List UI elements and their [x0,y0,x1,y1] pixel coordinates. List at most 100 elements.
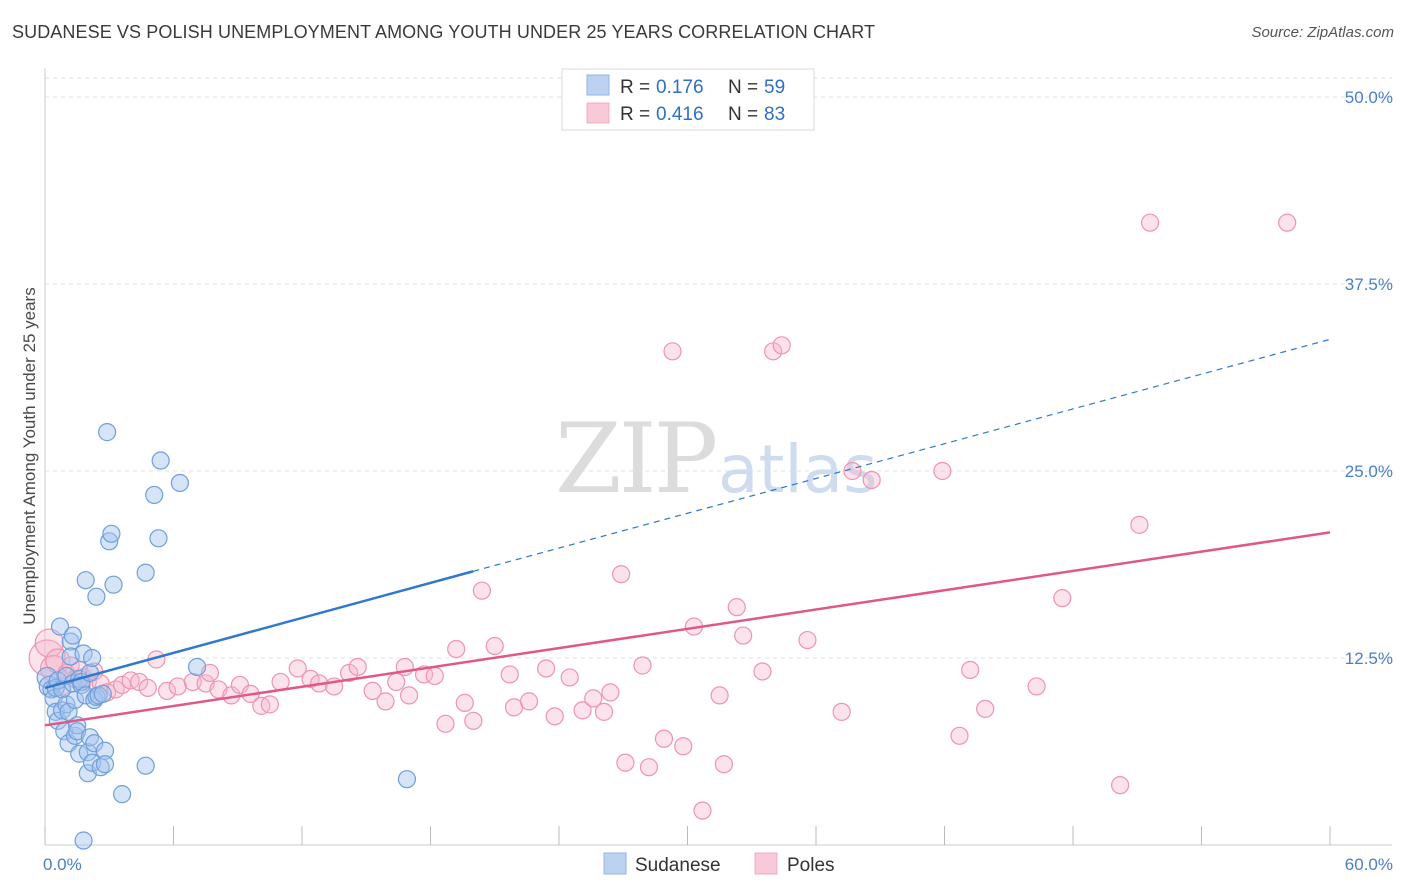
sudanese-point [112,785,132,804]
poles-point [560,668,579,687]
poles-point [753,662,772,681]
poles-point [933,461,952,481]
poles-point [288,659,307,678]
poles-point [862,470,881,490]
tick-labels: 12.5% 25.0% 37.5% 50.0% 0.0% 60.0% [43,88,1393,874]
legend-n-label-1: N = [728,77,758,98]
sudanese-point [397,770,417,789]
sudanese-point [136,563,155,582]
poles-point [710,686,729,705]
poles-point [363,681,382,701]
poles-point [1278,213,1297,232]
bottom-legend-poles: Poles [787,855,835,876]
y-tick-label: 12.5% [1345,649,1393,668]
poles-point [612,565,631,584]
trend-lines [44,338,1331,727]
bottom-legend-swatch-poles [754,852,778,875]
series-legend: Sudanese Poles [603,852,835,876]
data-points [28,213,1297,850]
sudanese-point [65,690,85,709]
legend-r-value-2: 0.416 [656,104,704,125]
legend-r-value-1: 0.176 [656,77,704,98]
poles-point [1027,677,1046,696]
bottom-legend-sudanese: Sudanese [635,855,721,876]
poles-point [594,702,614,721]
sudanese-trend-line [44,570,474,690]
poles-point [112,675,132,695]
series-poles [28,213,1297,820]
poles-point [832,702,851,721]
poles-point [34,628,64,658]
poles-point [447,639,466,659]
sudanese-point [57,695,76,714]
poles-point [500,665,519,684]
y-axis-label: Unemployment Among Youth under 25 years [20,287,39,624]
legend-r-label-1: R = [620,77,650,98]
poles-point [601,683,620,702]
poles-point [545,707,564,726]
poles-point [727,598,746,617]
poles-point [138,678,157,698]
poles-point [663,342,682,361]
sudanese-point [151,451,170,470]
watermark-atlas: atlas [718,431,878,508]
poles-point [464,711,483,730]
poles-point [157,681,177,701]
poles-point [772,336,791,355]
poles-point [633,656,652,675]
sudanese-point [83,648,102,668]
poles-point [584,689,603,708]
poles-point [961,660,980,680]
poles-point [1130,515,1149,534]
poles-point [168,677,187,696]
x-tick-label-min: 0.0% [43,855,82,874]
poles-point [455,693,474,712]
sudanese-point [74,644,93,663]
sudanese-point [93,684,112,704]
legend-n-value-1: 59 [764,77,785,98]
watermark-zip: ZIP [555,403,716,515]
legend-r-label-2: R = [620,104,650,125]
stats-legend: R = 0.176 N = 59 R = 0.416 N = 83 [561,68,815,131]
poles-point [537,659,556,678]
poles-point [348,657,367,677]
sudanese-point [95,755,115,774]
poles-point [798,630,817,650]
poles-point [399,686,419,705]
sudanese-point [85,734,104,753]
poles-point [976,699,995,718]
sudanese-point [74,831,93,850]
sudanese-point [98,423,117,442]
poles-point [950,726,969,745]
series-sudanese [36,423,417,850]
poles-point [376,692,395,711]
x-tick-label-max: 60.0% [1345,855,1393,874]
y-tick-label: 50.0% [1345,88,1393,107]
poles-point [734,626,753,645]
source-label: Source: ZipAtlas.com [1251,24,1394,41]
poles-point [425,666,444,686]
sudanese-point [87,587,106,606]
bottom-legend-swatch-sudanese [603,852,627,875]
sudanese-point [149,529,168,548]
poles-point [693,801,712,820]
poles-point [654,729,674,748]
y-tick-label: 25.0% [1345,462,1393,481]
legend-n-label-2: N = [728,104,758,125]
poles-trend-line [44,531,1331,727]
sudanese-trend-extension [473,338,1331,572]
watermark: ZIP atlas [555,403,878,515]
legend-swatch-sudanese [586,74,610,96]
poles-point [519,692,539,711]
poles-point [1111,776,1130,795]
sudanese-point [102,524,121,543]
y-tick-label: 37.5% [1345,275,1393,294]
poles-point [387,672,406,692]
legend-n-value-2: 83 [764,104,785,125]
sudanese-point [104,575,123,594]
poles-point [616,753,635,772]
poles-point [260,695,279,714]
sudanese-point [100,532,119,551]
poles-point [639,758,659,777]
